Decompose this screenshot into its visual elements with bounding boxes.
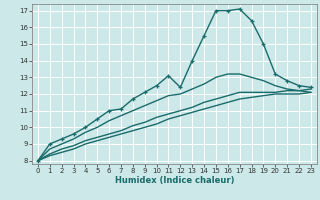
X-axis label: Humidex (Indice chaleur): Humidex (Indice chaleur): [115, 176, 234, 185]
